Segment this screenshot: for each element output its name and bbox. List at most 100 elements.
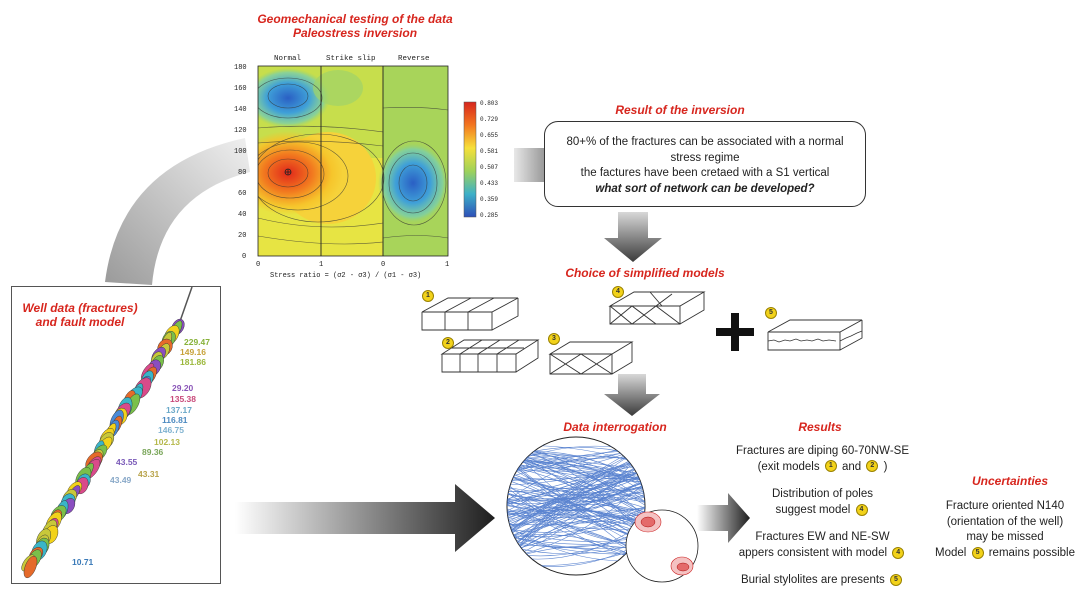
model-2-block [440, 339, 540, 373]
great-circle [507, 498, 645, 517]
inversion-result-box: 80+% of the fractures can be associated … [544, 121, 866, 207]
result-2-line-a: Distribution of poles [772, 488, 873, 501]
great-circle [507, 486, 645, 496]
result-1-text-close: ) [883, 460, 888, 473]
depth-label: 102.13 [154, 437, 180, 447]
contour-field [258, 66, 448, 256]
depth-label: 43.55 [116, 457, 138, 467]
model-badge-5-ref: 5 [971, 546, 984, 559]
great-circle [507, 478, 645, 529]
result-2-line-b: suggest model 4 [735, 503, 910, 519]
great-circle [507, 459, 645, 541]
result-3-line-b: appers consistent with model 4 [735, 546, 910, 562]
results-list: Fractures are diping 60-70NW-SE (exit mo… [735, 444, 910, 589]
uncertainty-line-4: Model 5 remains possible [930, 546, 1080, 562]
result-1-text-and: and [841, 460, 862, 473]
result-4-line: Burial stylolites are presents 5 [735, 573, 910, 589]
right-arrow-results [697, 493, 750, 543]
great-circle [507, 473, 645, 493]
great-circle [507, 493, 645, 501]
y-tick: 60 [238, 190, 246, 198]
great-circle [507, 510, 645, 533]
x-axis-ticks: 0 1 0 1 [256, 261, 449, 269]
model-badge-1: 1 [422, 290, 434, 302]
right-arrow-main [235, 484, 495, 552]
great-circle [507, 484, 645, 540]
colorbar-tick: 0.359 [480, 196, 498, 203]
model-blocks [421, 291, 863, 375]
y-tick: 140 [234, 106, 247, 114]
regime-reverse: Reverse [398, 55, 430, 63]
x-tick: 0 [381, 261, 385, 269]
model-badge-2: 2 [442, 337, 454, 349]
depth-label: 89.36 [142, 447, 164, 457]
uncertainty-possible-text: remains possible [988, 546, 1076, 559]
great-circle [507, 507, 645, 524]
model-badge-4: 4 [612, 286, 624, 298]
great-circle [507, 459, 645, 528]
colorbar-tick: 0.507 [480, 164, 498, 171]
depth-label: 229.47 [184, 337, 210, 347]
paleostress-contour-chart: Normal Strike slip Reverse [234, 55, 498, 280]
great-circle [507, 465, 645, 513]
down-arrow-1 [604, 212, 662, 262]
result-1-text-open: (exit models [757, 460, 820, 473]
models-title: Choice of simplified models [565, 266, 725, 280]
model-4-block [608, 291, 706, 325]
uncertainties-text: Fracture oriented N140 (orientation of t… [930, 499, 1080, 561]
result-2-text: suggest model [775, 503, 851, 516]
great-circle [507, 447, 645, 557]
great-circle [507, 474, 645, 519]
inversion-question: what sort of network can be developed? [595, 182, 815, 195]
great-circle [507, 485, 645, 536]
y-tick: 180 [234, 64, 247, 72]
y-tick: 40 [238, 211, 246, 219]
geomech-title-line1: Geomechanical testing of the data [257, 12, 453, 26]
great-circle [507, 521, 645, 538]
result-1-line-a: Fractures are diping 60-70NW-SE [736, 445, 909, 457]
well-fracture-model [21, 287, 193, 579]
depth-label: 116.81 [162, 415, 188, 425]
x-tick: 1 [319, 261, 323, 269]
model-badge-2-ref: 2 [866, 460, 879, 473]
y-axis-ticks: 180 160 140 120 100 80 60 40 20 0 [234, 64, 247, 261]
depth-label: 135.38 [170, 394, 196, 404]
colorbar-ticks: 0.803 0.729 0.655 0.581 0.507 0.433 0.35… [480, 100, 498, 219]
great-circle [507, 464, 645, 503]
uncertainty-model-text: Model [934, 546, 967, 559]
result-1-line-b: (exit models 1 and 2 ) [735, 460, 910, 476]
colorbar-tick: 0.433 [480, 180, 498, 187]
model-badge-1-ref: 1 [824, 460, 837, 473]
depth-label: 10.71 [72, 557, 94, 567]
y-tick: 160 [234, 85, 247, 93]
stereonet-plot [506, 436, 699, 583]
great-circle [507, 474, 645, 519]
depth-label: 137.17 [166, 405, 192, 415]
inversion-line-3: the factures have been cretaed with a S1… [580, 167, 830, 180]
result-3-line-a: Fractures EW and NE-SW [755, 531, 890, 544]
uncertainty-line-1: Fracture oriented N140 [945, 500, 1065, 512]
model-badge-4-ref: 4 [855, 503, 868, 516]
depth-label: 181.86 [180, 357, 206, 367]
regime-normal: Normal [274, 55, 302, 63]
depth-label: 29.20 [172, 383, 194, 393]
model-3-block [548, 341, 634, 375]
y-tick: 80 [238, 169, 246, 177]
great-circle [507, 510, 645, 553]
model-badge-5: 5 [765, 307, 777, 319]
depth-label: 43.49 [110, 475, 132, 485]
model-1-block [421, 297, 519, 331]
great-circle [507, 469, 645, 550]
model-badge-3: 3 [548, 333, 560, 345]
depth-label: 43.31 [138, 469, 160, 479]
y-tick: 0 [242, 253, 246, 261]
well-title: Well data (fractures) and fault model [20, 301, 140, 329]
colorbar-tick: 0.581 [480, 148, 498, 155]
great-circle [507, 465, 645, 562]
well-title-line1: Well data (fractures) [22, 301, 138, 315]
down-arrow-2 [604, 374, 660, 416]
inversion-title: Result of the inversion [615, 103, 745, 117]
result-3-text: appers consistent with model [738, 546, 888, 559]
x-tick: 0 [256, 261, 260, 269]
